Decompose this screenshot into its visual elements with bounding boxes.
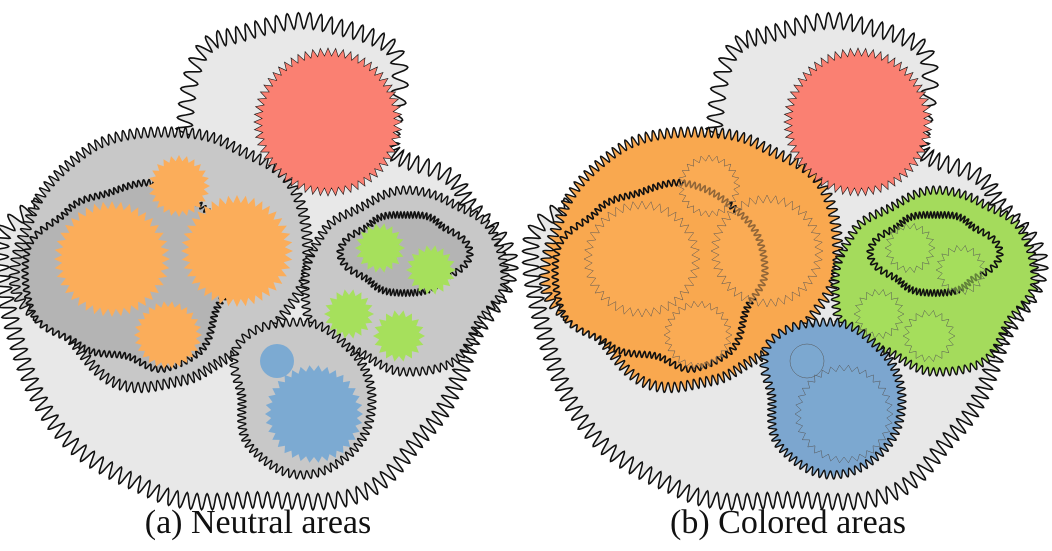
a-green-dot-top-left <box>355 223 405 273</box>
b-red-circle <box>783 47 933 197</box>
caption-neutral-areas: (a) Neutral areas <box>144 504 372 541</box>
panel-colored-areas <box>521 11 1050 512</box>
a-orange-dot-bottom <box>134 301 202 369</box>
caption-colored-areas: (b) Colored areas <box>669 504 907 541</box>
b-green-dot-bottom-right <box>902 309 956 363</box>
b-orange-dot-large-right <box>710 194 824 308</box>
b-blue-dot-small <box>789 343 825 379</box>
a-green-dot-bottom-left <box>324 289 374 339</box>
a-orange-dot-small-top <box>148 155 210 217</box>
b-orange-dot-large-left <box>583 200 701 318</box>
a-blue-dot-large <box>265 365 363 463</box>
b-green-dot-top-left <box>884 222 936 274</box>
a-orange-dot-large-left <box>54 201 170 317</box>
panel-neutral-areas <box>0 11 520 512</box>
b-green-dot-bottom-left <box>853 288 905 340</box>
a-red-circle <box>253 47 403 197</box>
a-blue-dot-small <box>260 344 294 378</box>
b-blue-dot-large <box>794 364 894 464</box>
b-orange-dot-small-top <box>677 154 741 218</box>
b-orange-dot-bottom <box>663 300 733 370</box>
b-green-dot-top-right <box>935 244 987 296</box>
a-orange-dot-large-right <box>181 195 293 307</box>
a-green-dot-bottom-right <box>373 310 425 362</box>
a-green-dot-top-right <box>406 245 456 295</box>
